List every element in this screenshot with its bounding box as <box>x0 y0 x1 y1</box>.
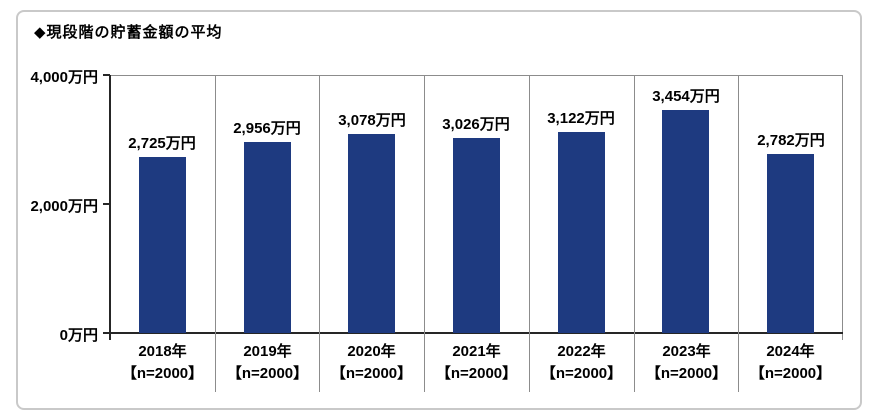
x-axis-year-label: 2023年 <box>662 343 711 360</box>
x-axis-year-label: 2019年 <box>243 343 292 360</box>
category-divider <box>424 75 425 392</box>
y-axis-tick <box>103 332 110 334</box>
x-axis-sample-label: 【n=2000】 <box>435 365 518 382</box>
bar-value-label: 3,026万円 <box>442 116 510 133</box>
x-axis-label: 2018年【n=2000】 <box>110 341 215 385</box>
y-axis-label: 0万円 <box>59 327 98 344</box>
category-divider <box>529 75 530 392</box>
plot-right-border <box>842 75 843 340</box>
category-divider <box>215 75 216 392</box>
category-divider <box>634 75 635 392</box>
x-axis-sample-label: 【n=2000】 <box>749 365 832 382</box>
y-axis-label: 4,000万円 <box>30 69 98 86</box>
x-axis-sample-label: 【n=2000】 <box>121 365 204 382</box>
x-axis-year-label: 2021年 <box>452 343 501 360</box>
x-axis-year-label: 2022年 <box>557 343 606 360</box>
chart-title: ◆現段階の貯蓄金額の平均 <box>34 24 223 41</box>
bar <box>244 142 291 333</box>
x-axis-sample-label: 【n=2000】 <box>645 365 728 382</box>
x-axis-year-label: 2018年 <box>138 343 187 360</box>
x-axis-sample-label: 【n=2000】 <box>330 365 413 382</box>
y-axis-label: 2,000万円 <box>30 198 98 215</box>
category-divider <box>738 75 739 392</box>
x-axis-year-label: 2020年 <box>347 343 396 360</box>
bar <box>139 157 186 333</box>
bar-value-label: 3,454万円 <box>652 88 720 105</box>
bar <box>453 138 500 333</box>
x-axis-label: 2021年【n=2000】 <box>424 341 529 385</box>
y-axis-tick <box>103 74 110 76</box>
x-axis-sample-label: 【n=2000】 <box>226 365 309 382</box>
bar <box>348 134 395 333</box>
category-divider <box>319 75 320 392</box>
x-axis <box>103 332 843 334</box>
bar-value-label: 2,956万円 <box>233 120 301 137</box>
bar <box>662 110 709 333</box>
y-axis-tick <box>103 203 110 205</box>
plot-top-border <box>110 75 843 76</box>
x-axis-label: 2020年【n=2000】 <box>319 341 424 385</box>
bar <box>558 132 605 333</box>
x-axis-label: 2023年【n=2000】 <box>634 341 739 385</box>
x-axis-sample-label: 【n=2000】 <box>540 365 623 382</box>
x-axis-label: 2024年【n=2000】 <box>738 341 843 385</box>
bar <box>767 154 814 333</box>
bar-value-label: 3,122万円 <box>547 110 615 127</box>
x-axis-year-label: 2024年 <box>766 343 815 360</box>
y-axis <box>109 75 111 340</box>
x-axis-label: 2022年【n=2000】 <box>529 341 634 385</box>
bar-value-label: 3,078万円 <box>338 112 406 129</box>
bar-value-label: 2,725万円 <box>128 135 196 152</box>
x-axis-label: 2019年【n=2000】 <box>215 341 320 385</box>
bar-value-label: 2,782万円 <box>757 132 825 149</box>
